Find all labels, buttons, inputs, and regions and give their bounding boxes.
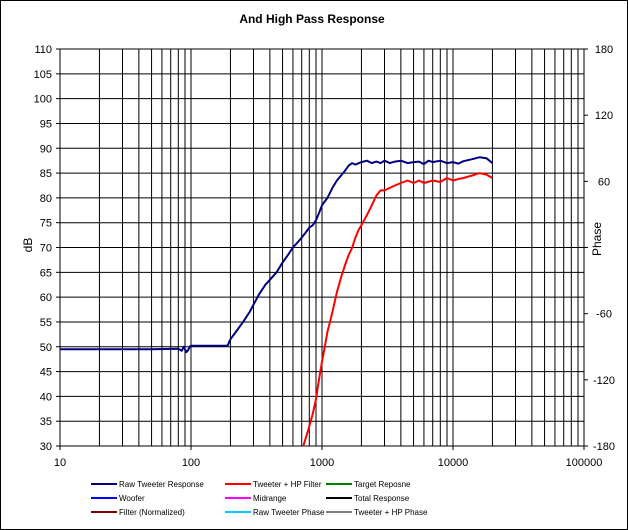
legend-label: Raw Tweeter Phase [253,508,325,517]
x-tick-label: 1000 [310,457,334,469]
y-tick-label: 55 [40,317,52,329]
y-tick-label: 95 [40,118,52,130]
legend: Raw Tweeter Response Tweeter + HP Filter T… [91,480,428,517]
legend-label: Total Response [354,494,410,503]
y-tick-label: 45 [40,367,52,379]
x-tick-label: 100 [182,457,200,469]
y-tick-label: 110 [34,44,52,56]
y2-tick-label: -180 [593,441,615,453]
y2-tick-label: 180 [595,44,613,56]
y-tick-label: 75 [40,218,52,230]
y2-tick-label: 120 [595,110,613,122]
plot-area-border [59,48,585,447]
grid [56,48,588,450]
legend-label: Tweeter + HP Phase [354,508,428,517]
y2-tick-label: -120 [593,375,615,387]
y-tick-label: 100 [34,94,52,106]
y-tick-label: 105 [34,69,52,81]
y-tick-label: 90 [40,143,52,155]
y-tick-label: 35 [40,416,52,428]
y2-tick-labels: -180 -120 -60 60 120 180 [593,44,615,453]
legend-label: Midrange [253,494,287,503]
y-tick-label: 70 [40,243,52,255]
y-tick-labels: 30 35 40 45 50 55 60 65 70 75 80 85 90 95 100 105 110 [34,44,52,453]
series-line-raw-tweeter-response [60,156,494,354]
legend-label: Raw Tweeter Response [119,480,204,489]
series-line-tweeter-hp-filter [302,172,493,447]
y-tick-label: 80 [40,193,52,205]
legend-label: Tweeter + HP Filter [253,480,322,489]
y-tick-label: 60 [40,292,52,304]
chart-title: And High Pass Response [239,12,385,26]
y2-axis-label: Phase [590,222,604,256]
y-tick-label: 65 [40,267,52,279]
y2-tick-label: -60 [596,309,612,321]
y-axis-label: dB [21,238,35,253]
legend-label: Filter (Normalized) [119,508,185,517]
x-tick-label: 10000 [438,457,469,469]
y2-tick-label: 60 [598,176,610,188]
y-tick-label: 40 [40,391,52,403]
legend-label: Woofer [119,494,145,503]
x-tick-labels: 10 100 1000 10000 100000 [54,457,602,469]
x-tick-label: 100000 [566,457,603,469]
y-tick-label: 85 [40,168,52,180]
x-tick-label: 10 [54,457,66,469]
series-lines [60,156,494,447]
y-tick-label: 30 [40,441,52,453]
y-tick-label: 50 [40,342,52,354]
legend-label: Target Reposne [354,480,411,489]
